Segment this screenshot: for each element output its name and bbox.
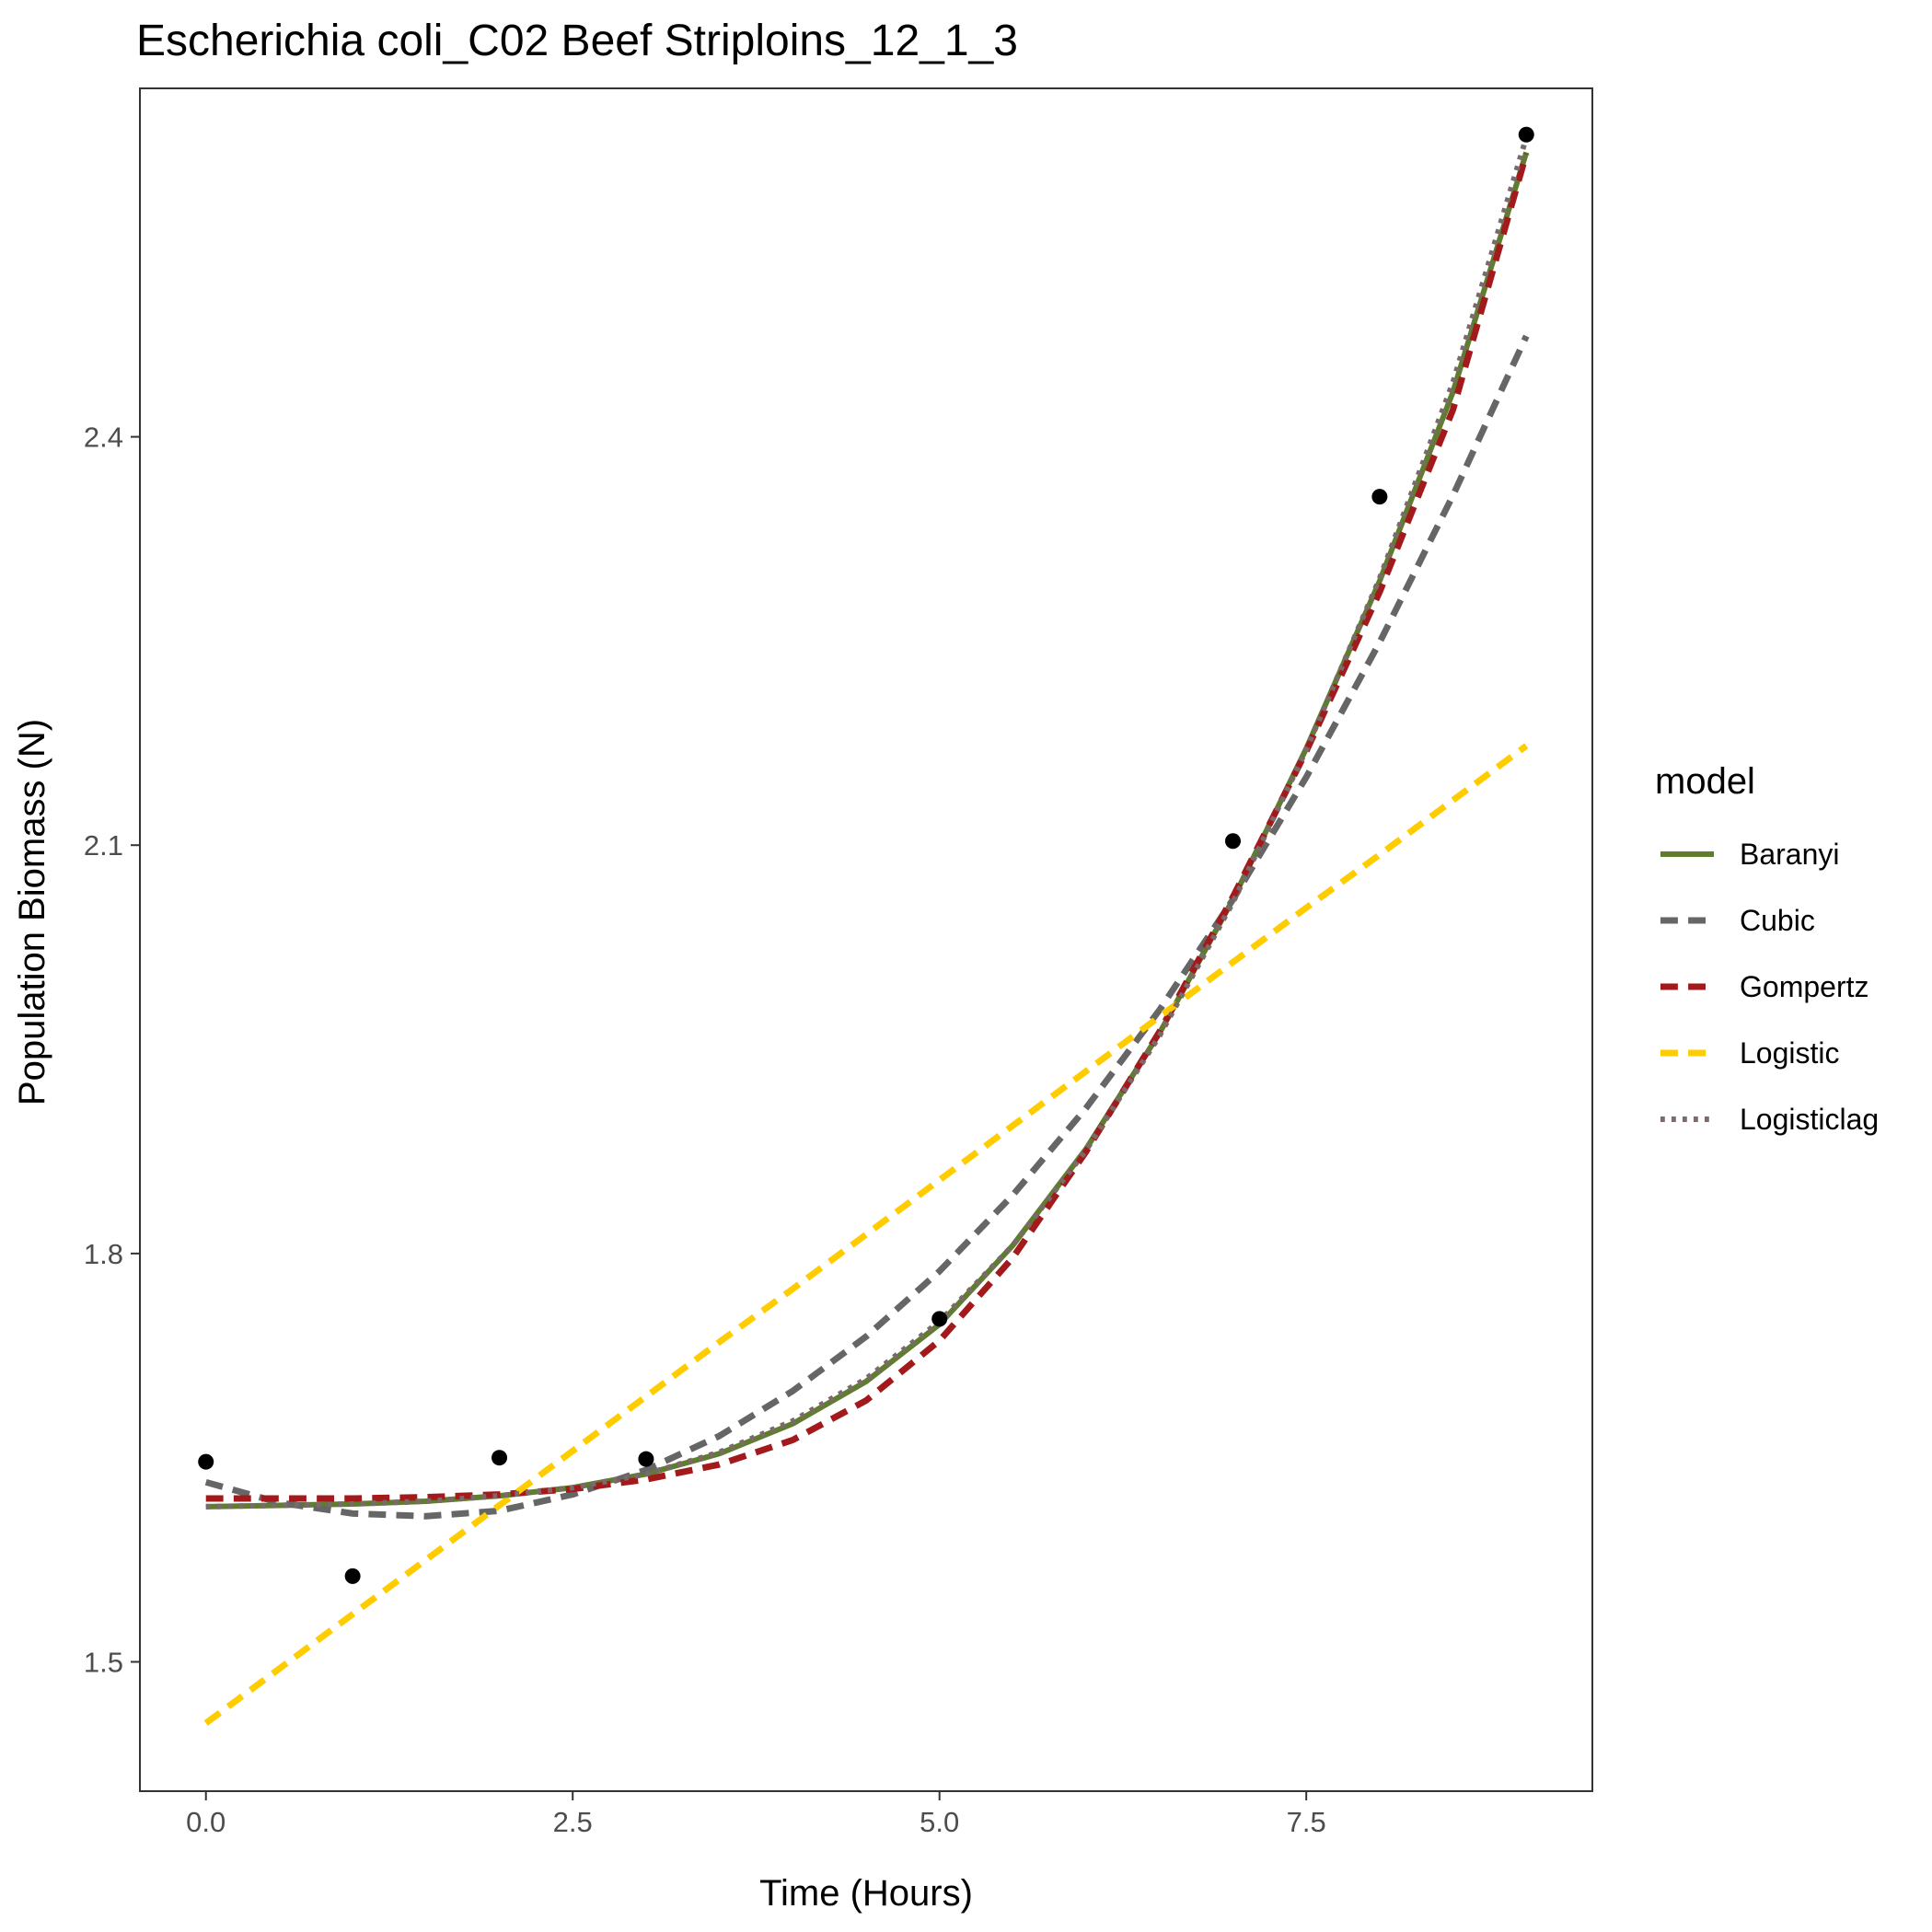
legend: model Baranyi Cubic Gompertz Logistic Logist… — [1655, 761, 1879, 1136]
series-line-logistic — [203, 743, 1529, 1726]
panel-background — [140, 88, 1592, 1791]
series-line-logisticlag — [205, 136, 1530, 1510]
data-points — [198, 126, 1534, 1584]
plot-panel — [140, 88, 1592, 1791]
legend-label-cubic: Cubic — [1740, 904, 1815, 937]
y-tick-label: 2.1 — [84, 829, 123, 862]
chart-title: Escherichia coli_C02 Beef Striploins_12_… — [136, 17, 1018, 65]
data-point — [1371, 489, 1388, 505]
data-point — [931, 1311, 948, 1327]
x-tick-label: 0.0 — [186, 1806, 226, 1838]
y-axis-title: Population Biomass (N) — [12, 719, 52, 1105]
data-point — [492, 1450, 508, 1466]
x-tick-label: 7.5 — [1287, 1806, 1326, 1838]
legend-label-logisticlag: Logisticlag — [1740, 1103, 1879, 1136]
axes: 0.0 2.5 5.0 7.5 1.5 1.8 2.1 2.4 — [84, 87, 1593, 1838]
panel-border — [139, 87, 1593, 1792]
series-line-cubic — [204, 334, 1530, 1520]
y-tick-label: 1.8 — [84, 1238, 123, 1270]
x-tick-label: 2.5 — [553, 1806, 593, 1838]
legend-label-baranyi: Baranyi — [1740, 838, 1840, 871]
legend-title: model — [1655, 761, 1755, 802]
y-tick-label: 1.5 — [84, 1647, 123, 1679]
data-point — [344, 1568, 361, 1584]
series-line-gompertz — [205, 153, 1530, 1502]
data-point — [1224, 833, 1241, 850]
y-tick-label: 2.4 — [84, 422, 123, 454]
x-axis-title: Time (Hours) — [759, 1873, 973, 1914]
data-point — [1518, 126, 1534, 143]
legend-label-logistic: Logistic — [1740, 1036, 1840, 1070]
legend-label-gompertz: Gompertz — [1740, 970, 1868, 1003]
series-lines — [203, 136, 1530, 1726]
data-point — [638, 1451, 654, 1467]
data-point — [198, 1453, 214, 1470]
x-tick-label: 5.0 — [920, 1806, 959, 1838]
